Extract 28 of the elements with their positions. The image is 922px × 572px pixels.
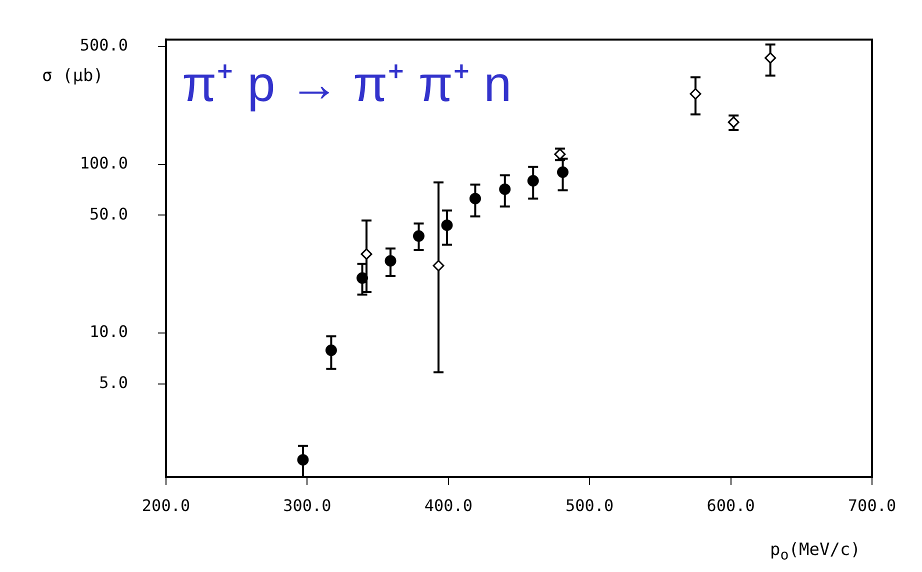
x-tick-label: 300.0 <box>283 496 332 515</box>
point <box>360 248 372 260</box>
point <box>432 260 444 272</box>
x-axis-title: p$_{o}$(MeV/c) <box>770 540 860 564</box>
x-tick-label: 700.0 <box>848 496 896 515</box>
y-tick-label: 500.0 <box>80 36 128 55</box>
y-tick-label: 10.0 <box>89 322 128 342</box>
x-tick-label: 400.0 <box>424 496 472 515</box>
point <box>441 219 453 231</box>
point <box>356 272 368 284</box>
point <box>527 175 539 187</box>
point <box>469 192 481 204</box>
point <box>499 183 511 195</box>
point <box>557 166 569 178</box>
point <box>325 344 337 356</box>
x-tick-label: 600.0 <box>706 496 755 515</box>
y-axis-title: σ (μb) <box>42 66 104 86</box>
point <box>690 88 702 100</box>
point <box>297 454 309 466</box>
annotation: π⁺ p → π⁺ π⁺ n <box>182 55 512 114</box>
point <box>384 255 396 267</box>
x-tick-label: 500.0 <box>566 496 614 515</box>
point <box>764 52 776 64</box>
point <box>413 230 424 242</box>
y-tick-label: 5.0 <box>99 372 128 392</box>
x-tick-label: 200.0 <box>142 496 190 515</box>
y-tick-label: 100.0 <box>80 154 128 173</box>
y-tick-label: 50.0 <box>89 204 128 224</box>
